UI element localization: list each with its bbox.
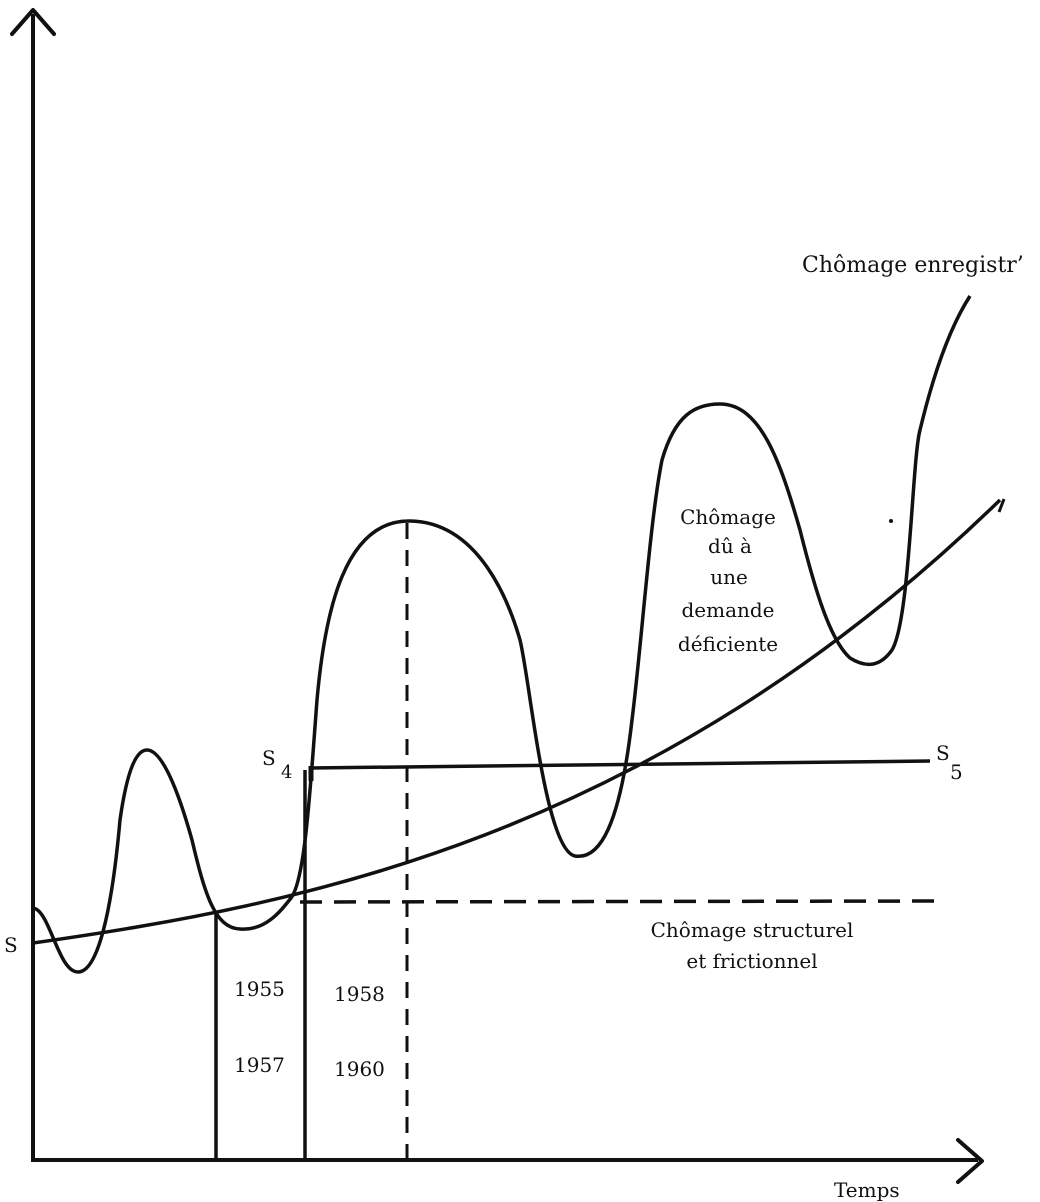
- year-1957-label: 1957: [234, 1053, 285, 1077]
- stray-mark: [997, 498, 1006, 513]
- demand-label-line-3: une: [710, 565, 748, 589]
- demand-label-line-4: demande: [681, 598, 774, 622]
- demand-label-line-5: déficiente: [678, 632, 778, 656]
- structural-unemployment-line: [299, 899, 947, 904]
- demand-label-line-2: dû à: [708, 534, 752, 558]
- x-axis-arrowhead: [956, 1138, 984, 1184]
- structural-label-line-2: et frictionnel: [686, 949, 817, 973]
- stray-dot: [889, 519, 893, 523]
- year-1960-label: 1960: [334, 1057, 385, 1081]
- structural-label-line-1: Chômage structurel: [651, 918, 854, 942]
- structural-label: Chômage structurel et frictionnel: [651, 918, 854, 973]
- registered-unemployment-curve: [32, 295, 972, 974]
- y-axis-arrowhead: [10, 8, 56, 36]
- s-origin-label: S: [4, 933, 18, 957]
- s4-s5-line: [309, 759, 931, 770]
- trend-curve: [32, 498, 1002, 945]
- demand-deficient-label: Chômage dû à une demande déficiente: [678, 505, 778, 656]
- s5-label: S: [936, 741, 950, 765]
- s5-subscript: 5: [950, 760, 963, 784]
- year-1958-label: 1958: [334, 982, 385, 1006]
- demand-label-line-1: Chômage: [680, 505, 776, 529]
- registered-unemployment-label: Chômage enregistr’: [802, 253, 1024, 278]
- s4-label: S: [262, 746, 276, 770]
- x-axis-label: Temps: [834, 1178, 900, 1202]
- year-1955-label: 1955: [234, 977, 285, 1001]
- axes: [10, 8, 984, 1184]
- s4-subscript: 4: [281, 762, 292, 783]
